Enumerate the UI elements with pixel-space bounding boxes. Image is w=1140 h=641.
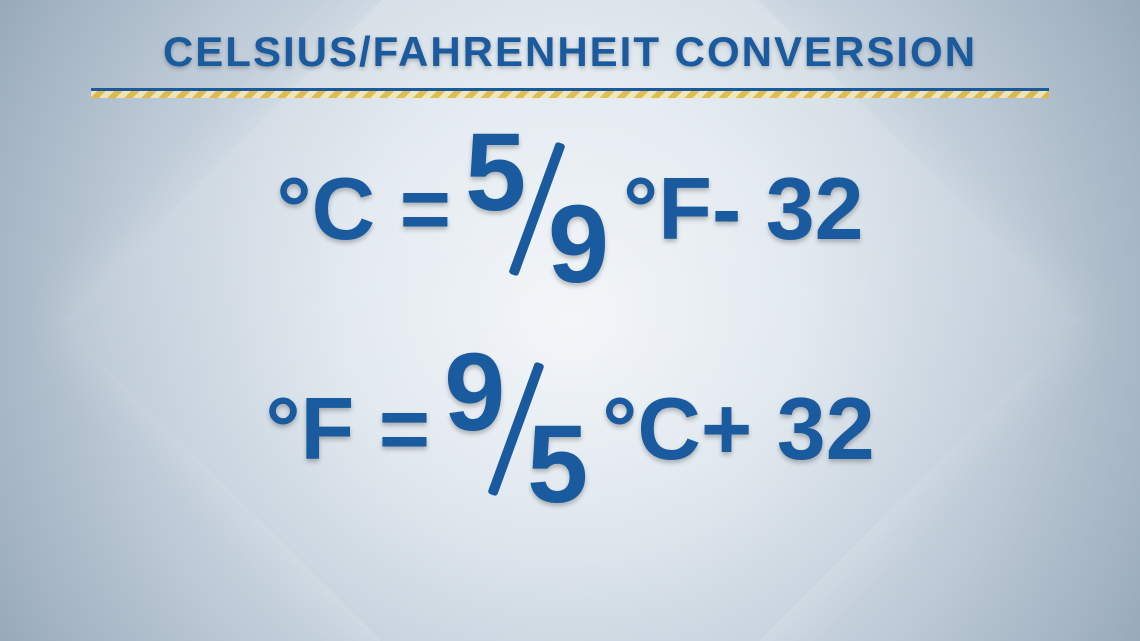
formula-rhs-unit: °C [602,385,701,473]
fraction-denominator: 9 [548,190,609,300]
formulas-block: °C = 5 9 °F - 32 °F = 9 5 °C + 32 [0,134,1140,504]
formula-lhs: °C = [276,165,451,253]
formula-rhs-unit: °F [623,165,712,253]
formula-tail: + 32 [701,385,875,473]
formula-f-from-c: °F = 9 5 °C + 32 [265,354,874,504]
formula-tail: - 32 [712,165,864,253]
fraction: 5 9 [457,134,617,284]
formula-lhs: °F = [265,385,430,473]
fraction-numerator: 9 [444,338,505,448]
fraction-denominator: 5 [527,410,588,520]
title-underline [91,88,1049,94]
formula-c-from-f: °C = 5 9 °F - 32 [276,134,863,284]
slide-container: CELSIUS/FAHRENHEIT CONVERSION °C = 5 9 °… [0,0,1140,641]
fraction: 9 5 [436,354,596,504]
slide-title: CELSIUS/FAHRENHEIT CONVERSION [0,28,1140,76]
fraction-numerator: 5 [465,118,526,228]
